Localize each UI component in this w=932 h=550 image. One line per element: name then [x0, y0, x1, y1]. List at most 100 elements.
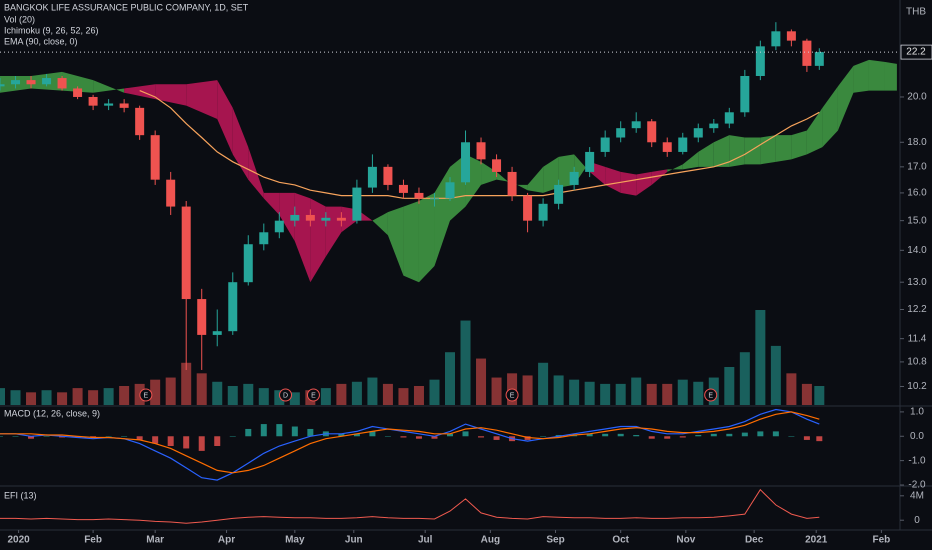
- chart-title: BANGKOK LIFE ASSURANCE PUBLIC COMPANY, 1…: [4, 2, 249, 12]
- macd-title: MACD (12, 26, close, 9): [4, 408, 100, 418]
- volume-bar: [445, 352, 455, 405]
- candle-body: [150, 135, 160, 180]
- candle-body: [662, 142, 672, 152]
- volume-bar: [150, 379, 161, 405]
- x-tick-label: Jul: [418, 535, 433, 546]
- y-tick-label: 12.2: [907, 304, 927, 315]
- candle-body: [352, 187, 362, 221]
- volume-bar: [196, 373, 207, 405]
- y-tick-label: 13.0: [907, 277, 927, 288]
- x-tick-label: Feb: [84, 535, 102, 546]
- volume-bar: [491, 377, 502, 405]
- candle-body: [290, 214, 300, 221]
- cloud-segment: [418, 192, 435, 283]
- volume-bar: [320, 388, 331, 405]
- candle-body: [771, 31, 781, 47]
- volume-bar: [367, 377, 378, 405]
- y-tick-label: 10.8: [907, 357, 927, 368]
- y-tick-label: -1.0: [908, 455, 926, 466]
- candle-body: [104, 103, 114, 106]
- volume-bar: [227, 386, 238, 405]
- macd-histogram: [555, 435, 562, 437]
- volume-bar: [693, 381, 704, 405]
- volume-bar: [786, 373, 797, 405]
- cloud-segment: [729, 135, 745, 167]
- volume-bar: [631, 377, 642, 405]
- cloud-segment: [372, 212, 388, 236]
- candle-body: [336, 217, 346, 221]
- cloud-segment: [806, 107, 823, 155]
- volume-bar: [119, 386, 130, 405]
- y-tick-label: -2.0: [908, 480, 926, 491]
- macd-histogram: [803, 436, 810, 440]
- candle-body: [88, 96, 98, 106]
- candle-body: [135, 107, 145, 136]
- macd-histogram: [152, 436, 159, 444]
- volume-bar: [413, 386, 424, 405]
- y-tick-label: 15.0: [907, 215, 927, 226]
- macd-histogram: [121, 436, 128, 437]
- x-tick-label: Aug: [481, 535, 500, 546]
- candle-body: [693, 128, 703, 138]
- candle-body: [212, 331, 222, 335]
- candle-body: [166, 179, 176, 207]
- y-tick-label: 20.0: [907, 92, 927, 103]
- x-tick-label: May: [285, 535, 305, 546]
- volume-bar: [600, 383, 611, 405]
- legend-ema: EMA (90, close, 0): [4, 36, 78, 46]
- candle-body: [197, 299, 207, 335]
- event-label: D: [283, 392, 288, 399]
- cloud-segment: [822, 86, 838, 148]
- macd-histogram: [493, 436, 500, 440]
- x-tick-label: Feb: [872, 535, 890, 546]
- ema-line: [139, 90, 820, 199]
- macd-histogram: [105, 436, 112, 437]
- x-tick-label: 2020: [7, 535, 30, 546]
- volume-bar: [755, 310, 766, 405]
- macd-histogram: [245, 428, 252, 437]
- macd-histogram: [695, 435, 702, 437]
- volume-bar: [646, 383, 657, 405]
- macd-line: [0, 408, 820, 481]
- candle-body: [57, 78, 67, 89]
- volume-bar: [351, 381, 362, 405]
- macd-histogram: [229, 436, 236, 437]
- candle-body: [243, 244, 253, 283]
- candle-body: [786, 31, 796, 41]
- candle-body: [538, 203, 548, 221]
- candle-body: [0, 84, 5, 87]
- candle-body: [274, 220, 284, 233]
- cloud-segment: [217, 80, 233, 155]
- y-tick-label: 0.0: [910, 431, 924, 442]
- macd-histogram: [291, 426, 298, 437]
- candle-body: [600, 137, 610, 152]
- macd-histogram: [198, 436, 205, 451]
- candle-body: [724, 112, 734, 124]
- macd-histogram: [586, 433, 593, 437]
- volume-bar: [615, 383, 626, 405]
- x-tick-label: Jun: [345, 535, 363, 546]
- macd-histogram: [447, 433, 453, 437]
- event-label: E: [708, 392, 713, 399]
- volume-bar: [814, 386, 825, 405]
- macd-histogram: [571, 435, 578, 437]
- macd-histogram: [617, 433, 624, 437]
- candle-body: [383, 166, 393, 185]
- volume-bar: [181, 362, 192, 405]
- event-marker: [279, 388, 293, 402]
- volume-bar: [10, 390, 21, 405]
- y-tick-label: 10.2: [907, 381, 927, 392]
- volume-bar: [274, 390, 285, 405]
- candle-body: [709, 123, 719, 129]
- cloud-segment: [232, 107, 249, 180]
- cloud-segment: [62, 71, 94, 93]
- event-marker: [505, 388, 519, 402]
- candle-body: [228, 282, 238, 332]
- macd-histogram: [136, 436, 143, 440]
- volume-bar: [739, 352, 750, 405]
- volume-bar: [584, 381, 595, 405]
- macd-histogram: [478, 436, 485, 438]
- macd-histogram: [540, 436, 547, 437]
